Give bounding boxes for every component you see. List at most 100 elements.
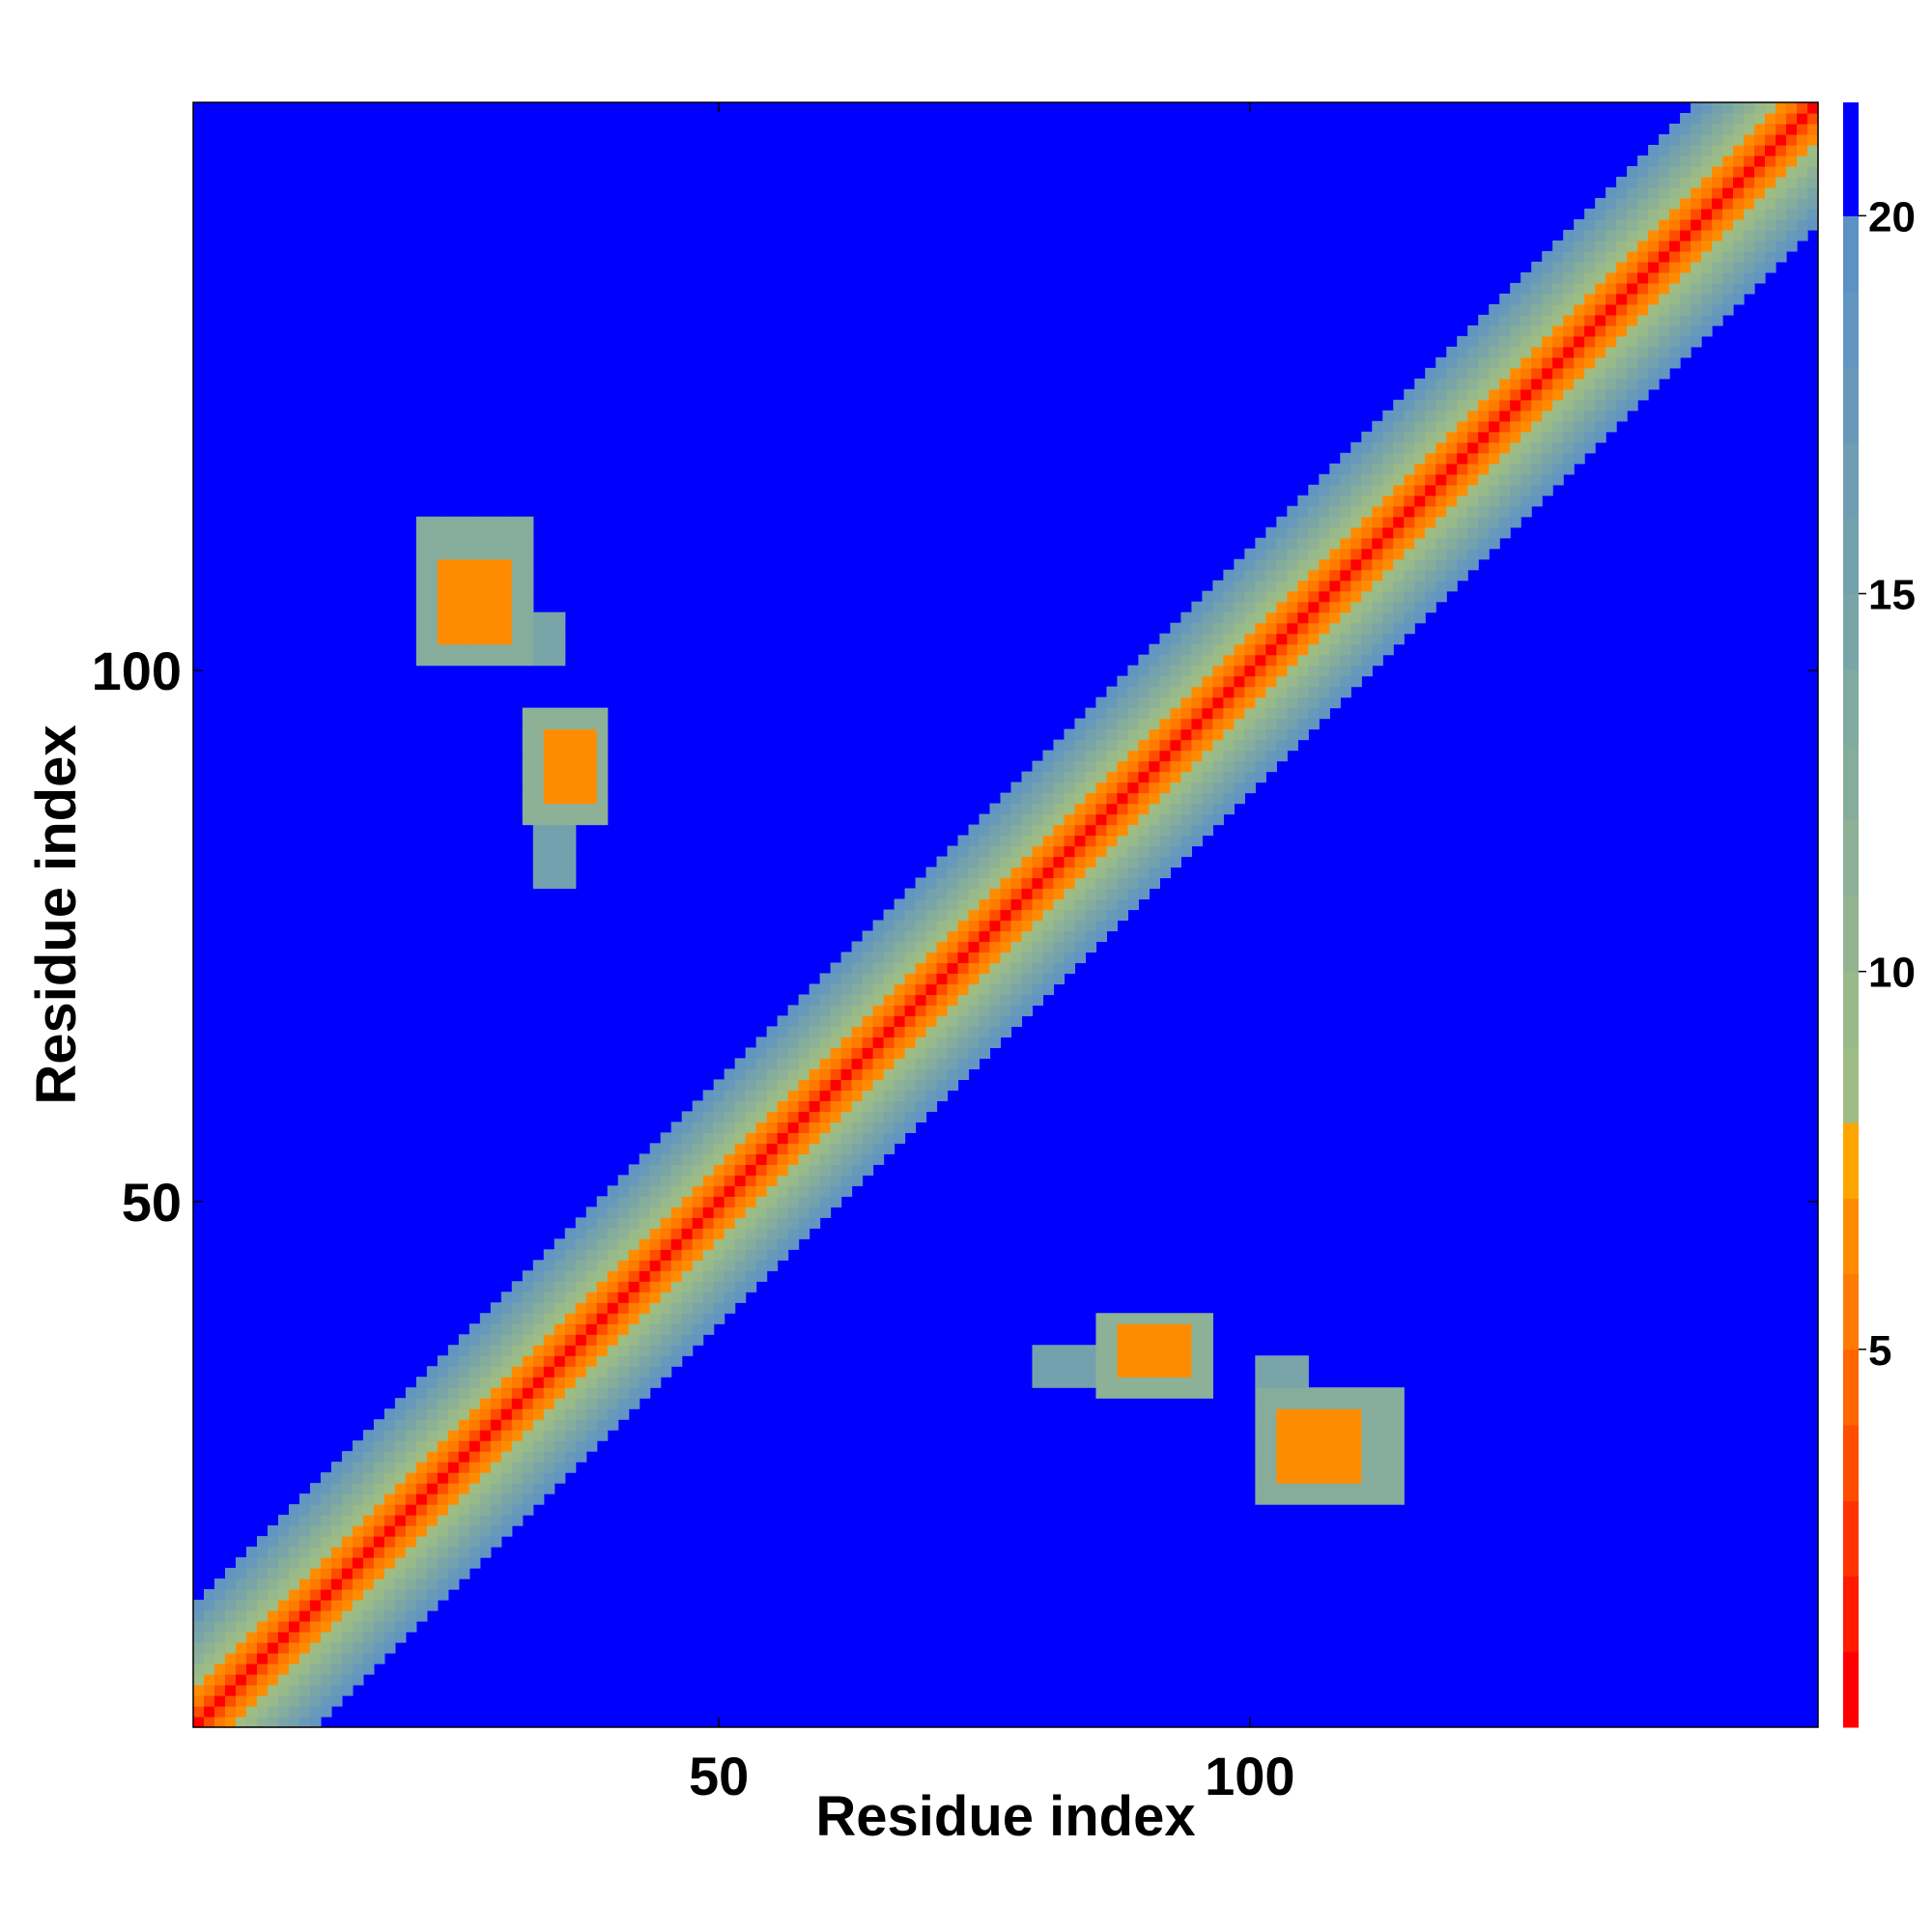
heatmap-cell — [745, 1122, 757, 1133]
heatmap-cell — [575, 1313, 587, 1324]
heatmap-cell — [469, 654, 481, 667]
heatmap-cell — [500, 1419, 513, 1431]
heatmap-cell — [628, 1387, 640, 1399]
heatmap-cell — [341, 1568, 354, 1579]
heatmap-cell — [1191, 739, 1203, 752]
heatmap-cell — [1584, 229, 1596, 242]
heatmap-cell — [702, 1249, 715, 1261]
heatmap-cell — [1138, 739, 1151, 752]
heatmap-cell — [1690, 335, 1702, 348]
heatmap-cell — [1191, 792, 1203, 805]
heatmap-cell — [1276, 643, 1288, 656]
heatmap-cell — [1627, 399, 1638, 412]
heatmap-cell — [479, 1398, 492, 1409]
heatmap-cell — [1127, 877, 1140, 890]
heatmap-cell — [851, 1132, 864, 1144]
heatmap-cell — [915, 1047, 927, 1060]
heatmap-cell — [1255, 1377, 1266, 1388]
heatmap-cell — [447, 580, 460, 592]
heatmap-cell — [1000, 888, 1012, 900]
heatmap-cell — [522, 718, 534, 730]
heatmap-cell — [989, 824, 1002, 837]
heatmap-cell — [1520, 452, 1532, 465]
colorbar-segment — [1843, 668, 1859, 746]
heatmap-cell — [193, 1610, 205, 1622]
heatmap-cell — [777, 1238, 789, 1250]
heatmap-cell — [1085, 739, 1097, 752]
heatmap-cell — [1701, 133, 1713, 146]
heatmap-cell — [490, 1323, 502, 1335]
heatmap-cell — [532, 1472, 545, 1484]
heatmap-cell — [1563, 367, 1575, 380]
heatmap-cell — [755, 1068, 768, 1080]
heatmap-cell — [1542, 250, 1553, 263]
heatmap-cell — [872, 1026, 885, 1038]
heatmap-cell — [925, 909, 938, 922]
heatmap-cell — [479, 1345, 492, 1356]
heatmap-cell — [1361, 463, 1373, 475]
heatmap-cell — [1074, 771, 1087, 783]
heatmap-cell — [1297, 537, 1309, 550]
heatmap-cell — [1372, 1483, 1383, 1494]
heatmap-cell — [585, 1408, 598, 1420]
heatmap-cell — [277, 1578, 290, 1590]
heatmap-cell — [1212, 750, 1224, 762]
heatmap-cell — [1350, 1462, 1362, 1473]
heatmap-cell — [1340, 665, 1351, 677]
heatmap-cell — [1340, 654, 1351, 667]
heatmap-cell — [840, 1079, 853, 1091]
heatmap-cell — [1435, 452, 1447, 465]
heatmap-cell — [1117, 813, 1129, 826]
heatmap-cell — [957, 888, 970, 900]
heatmap-cell — [1701, 208, 1713, 220]
heatmap-cell — [1531, 378, 1543, 390]
heatmap-cell — [1467, 548, 1479, 560]
heatmap-cell — [1457, 367, 1468, 380]
heatmap-cell — [1446, 410, 1458, 422]
heatmap-cell — [373, 1515, 385, 1526]
heatmap-cell — [1042, 803, 1055, 815]
heatmap-cell — [830, 1143, 842, 1154]
heatmap-cell — [607, 1323, 619, 1335]
heatmap-cell — [755, 1164, 768, 1176]
heatmap-cell — [1712, 197, 1723, 210]
heatmap-cell — [1244, 750, 1256, 762]
heatmap-cell — [1095, 824, 1108, 837]
heatmap-cell — [447, 537, 460, 550]
heatmap-cell — [437, 558, 449, 571]
heatmap-cell — [479, 643, 492, 656]
heatmap-cell — [1308, 707, 1320, 720]
heatmap-cell — [957, 983, 970, 996]
heatmap-cell — [1064, 888, 1076, 900]
heatmap-cell — [1095, 760, 1108, 773]
heatmap-cell — [936, 930, 949, 943]
heatmap-cell — [415, 601, 428, 613]
heatmap-cell — [702, 1175, 715, 1186]
heatmap-cell — [320, 1578, 332, 1590]
heatmap-cell — [1021, 771, 1034, 783]
heatmap-cell — [1446, 580, 1458, 592]
colorbar-segment — [1843, 1046, 1859, 1123]
heatmap-cell — [1690, 250, 1702, 263]
heatmap-cell — [1393, 1472, 1405, 1484]
heatmap-cell — [1032, 994, 1044, 1007]
heatmap-cell — [1382, 1387, 1394, 1399]
heatmap-cell — [1690, 271, 1702, 284]
heatmap-cell — [1106, 920, 1119, 932]
heatmap-cell — [1531, 495, 1543, 507]
heatmap-cell — [1064, 898, 1076, 911]
heatmap-cell — [1382, 558, 1394, 571]
heatmap-cell — [1180, 1387, 1192, 1399]
heatmap-cell — [1520, 271, 1532, 284]
heatmap-cell — [554, 1249, 566, 1261]
heatmap-cell — [479, 633, 492, 645]
heatmap-cell — [1212, 707, 1224, 720]
heatmap-cell — [384, 1600, 396, 1611]
heatmap-cell — [1255, 1366, 1266, 1378]
heatmap-cell — [500, 1493, 513, 1505]
heatmap-cell — [330, 1472, 343, 1484]
heatmap-cell — [1372, 633, 1383, 645]
heatmap-cell — [979, 824, 991, 837]
heatmap-cell — [819, 1100, 832, 1112]
heatmap-cell — [1372, 441, 1383, 454]
